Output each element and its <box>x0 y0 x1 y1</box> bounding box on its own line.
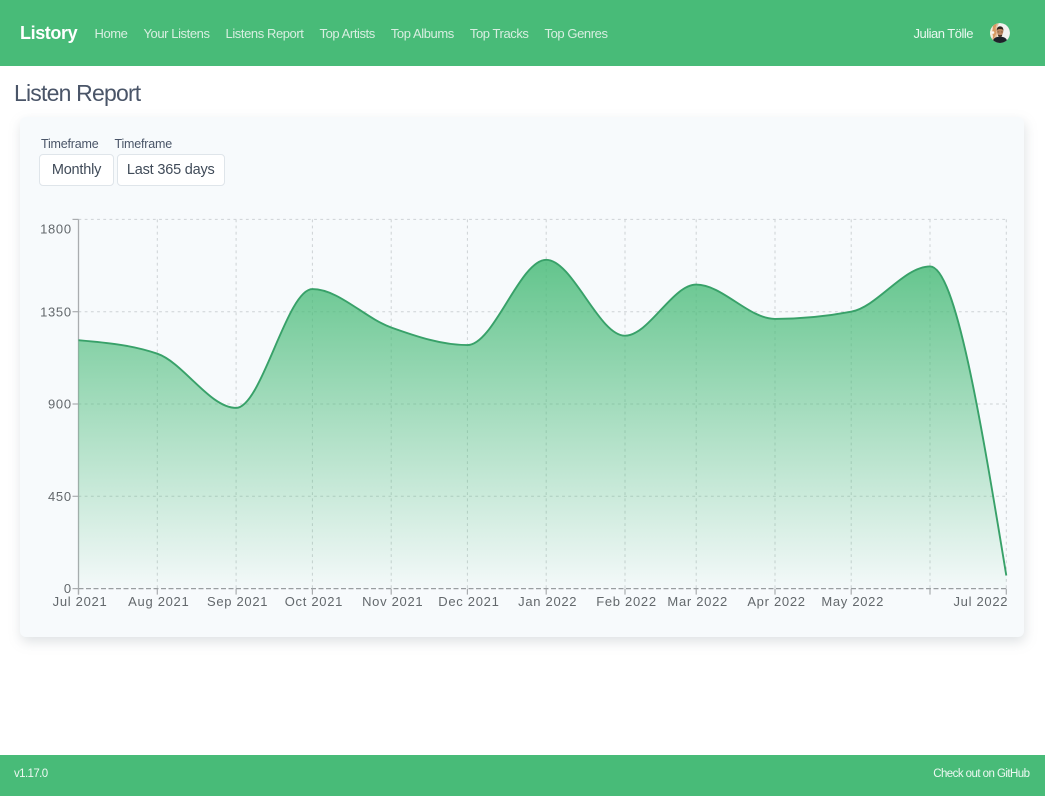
svg-text:Dec 2021: Dec 2021 <box>438 594 499 609</box>
svg-text:1350: 1350 <box>40 304 72 319</box>
svg-text:Oct 2021: Oct 2021 <box>285 594 343 609</box>
svg-text:Mar 2022: Mar 2022 <box>667 594 728 609</box>
svg-text:May 2022: May 2022 <box>821 594 884 609</box>
svg-text:Feb 2022: Feb 2022 <box>596 594 657 609</box>
svg-text:Nov 2021: Nov 2021 <box>362 594 423 609</box>
svg-text:Jul 2022: Jul 2022 <box>953 594 1008 609</box>
svg-text:1800: 1800 <box>40 221 72 236</box>
svg-text:450: 450 <box>48 489 72 504</box>
svg-text:0: 0 <box>64 581 72 596</box>
svg-text:Apr 2022: Apr 2022 <box>747 594 805 609</box>
svg-text:Jul 2021: Jul 2021 <box>53 594 108 609</box>
svg-text:Sep 2021: Sep 2021 <box>207 594 268 609</box>
svg-text:Jan 2022: Jan 2022 <box>518 594 577 609</box>
svg-text:900: 900 <box>48 397 72 412</box>
svg-text:Aug 2021: Aug 2021 <box>128 594 189 609</box>
